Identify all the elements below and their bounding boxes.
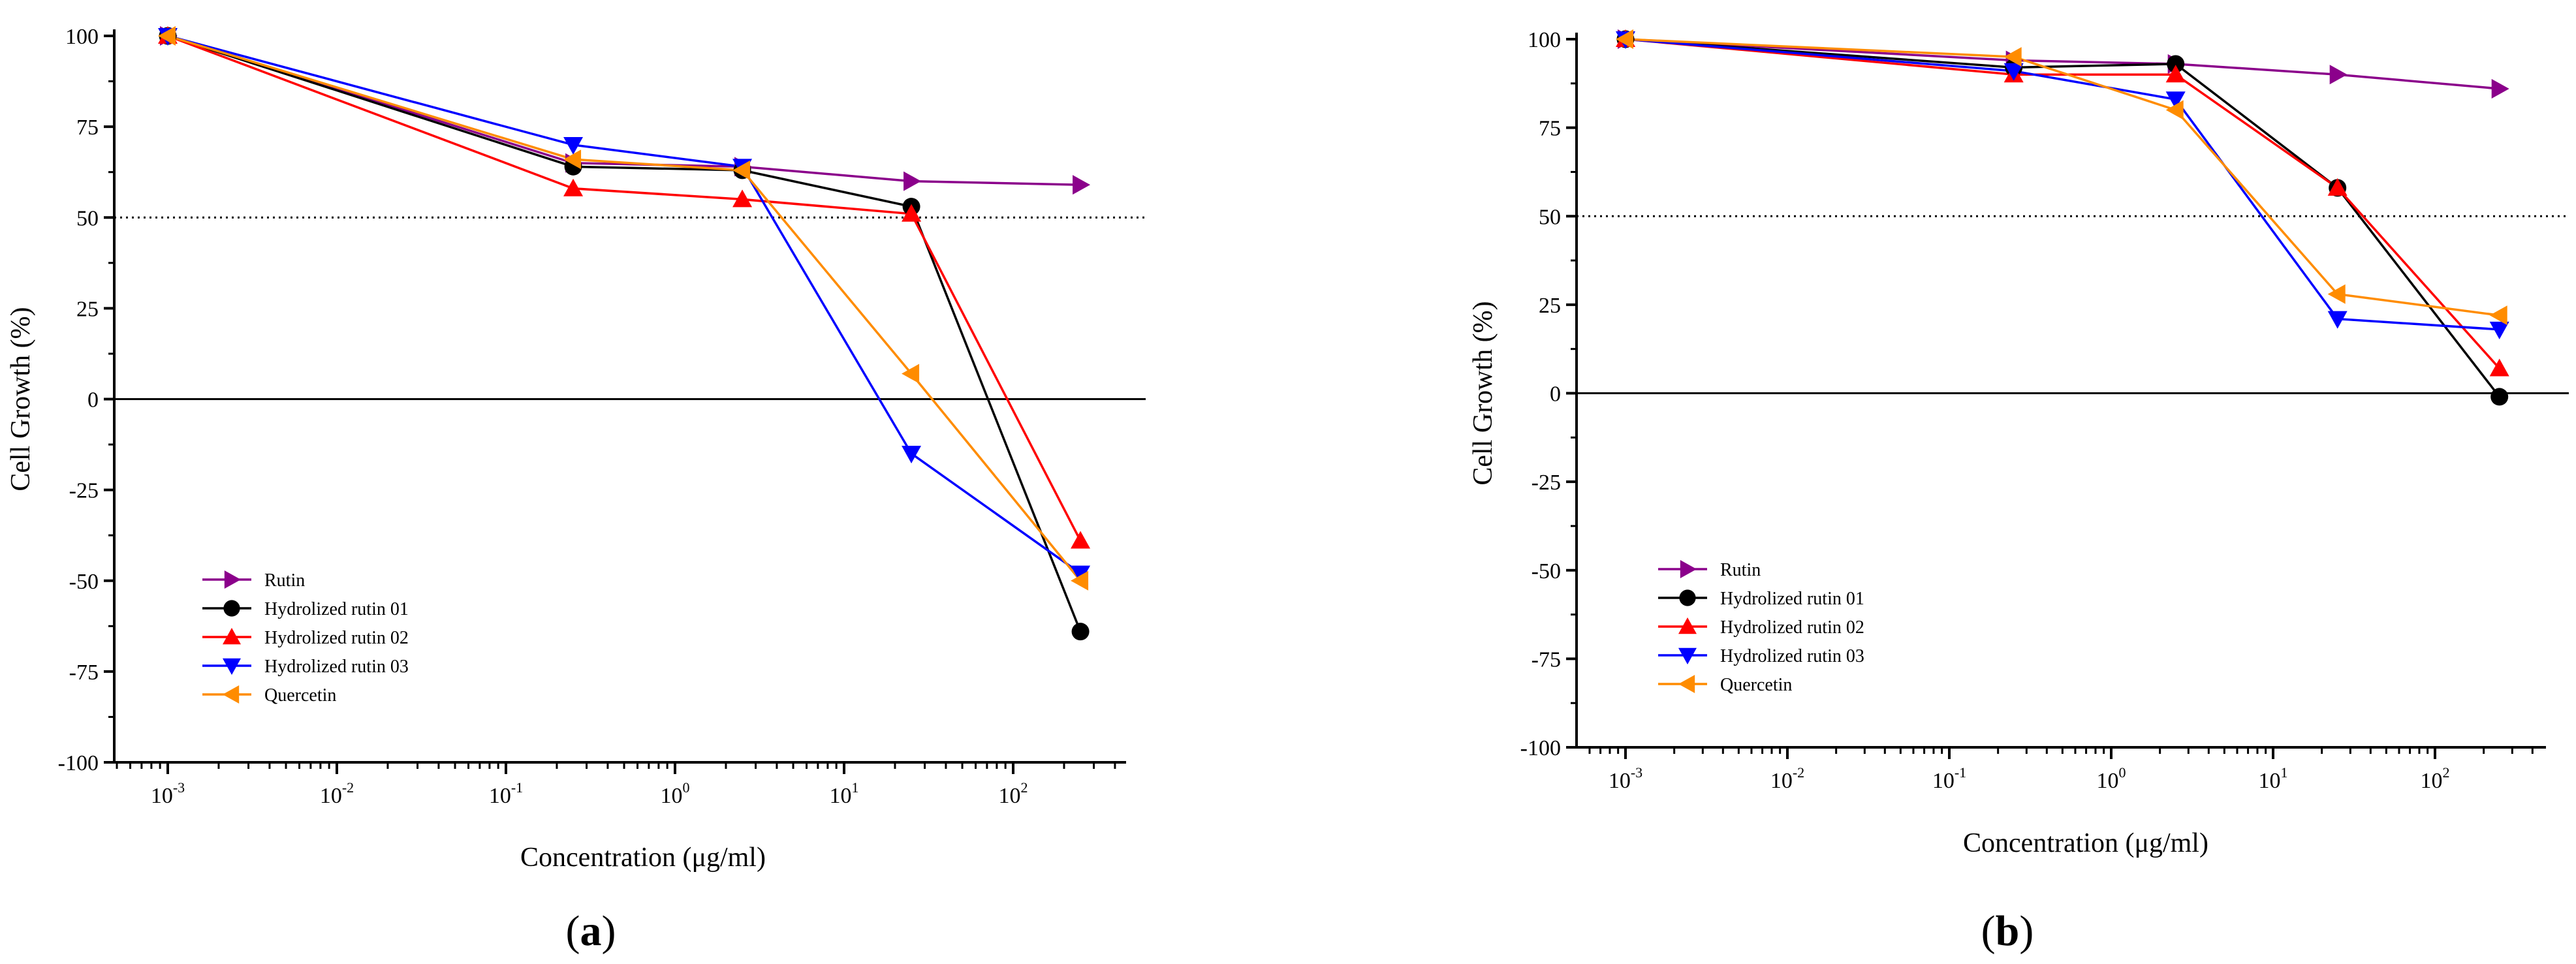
data-point bbox=[2327, 284, 2346, 304]
data-point bbox=[903, 171, 922, 191]
legend: Rutin Hydrolized rutin 01 Hydrolized rutin… bbox=[1658, 560, 1864, 695]
chart-panel-a: 100 75 50 25 0 -25 -50 -75 -100 10-3 10-2 10-1 100 10… bbox=[6, 25, 1146, 955]
legend-label: Hydrolized rutin 01 bbox=[1720, 589, 1864, 609]
data-point bbox=[2003, 47, 2022, 67]
data-point bbox=[158, 26, 176, 46]
data-point bbox=[902, 445, 922, 463]
y-tick-label: -50 bbox=[69, 570, 99, 594]
data-point bbox=[1071, 570, 1089, 591]
x-tick-label: 10-2 bbox=[320, 779, 354, 808]
series-line bbox=[1625, 38, 2500, 331]
y-tick-label: 50 bbox=[1539, 205, 1561, 229]
legend-marker bbox=[1680, 560, 1697, 578]
legend-marker bbox=[223, 600, 240, 617]
panel-label: (a) bbox=[566, 907, 616, 955]
data-point bbox=[732, 189, 753, 208]
y-tick-label: -25 bbox=[1531, 471, 1561, 495]
data-point bbox=[2165, 91, 2186, 110]
x-tick-label: 10-2 bbox=[1770, 764, 1804, 793]
data-point bbox=[2491, 78, 2509, 99]
y-tick-label: 50 bbox=[76, 206, 99, 230]
y-tick-label: 25 bbox=[1539, 294, 1561, 318]
legend-marker bbox=[1678, 617, 1697, 634]
data-point bbox=[732, 160, 751, 180]
panel-label: (b) bbox=[1981, 907, 2034, 955]
x-axis-title: Concentration (μg/ml) bbox=[520, 843, 766, 873]
x-tick-label: 10-1 bbox=[489, 779, 523, 808]
y-tick-label: 0 bbox=[1550, 382, 1561, 407]
x-tick-label: 10-1 bbox=[1932, 764, 1966, 793]
x-tick-label: 101 bbox=[830, 779, 859, 808]
data-point bbox=[2490, 388, 2509, 406]
legend: Rutin Hydrolized rutin 01 Hydrolized rutin… bbox=[202, 570, 409, 706]
data-point bbox=[2327, 178, 2348, 196]
data-point bbox=[2165, 100, 2184, 120]
y-axis-title: Cell Growth (%) bbox=[1468, 301, 1498, 485]
y-tick-label: -50 bbox=[1531, 559, 1561, 583]
data-point bbox=[1616, 29, 1633, 49]
series-line bbox=[167, 35, 1082, 575]
legend-label: Rutin bbox=[264, 570, 305, 591]
y-tick-label: -100 bbox=[58, 751, 99, 775]
x-tick-label: 101 bbox=[2259, 764, 2288, 793]
y-tick-label: 75 bbox=[76, 116, 99, 140]
series-line bbox=[1625, 38, 2501, 397]
data-point bbox=[2489, 358, 2509, 377]
data-point bbox=[1071, 623, 1090, 641]
data-point bbox=[563, 178, 584, 196]
series-line bbox=[167, 35, 1082, 582]
data-point bbox=[1073, 175, 1091, 195]
data-point bbox=[2327, 311, 2348, 329]
y-tick-label: 100 bbox=[1528, 28, 1561, 52]
data-point bbox=[1071, 565, 1091, 583]
x-tick-label: 102 bbox=[999, 779, 1028, 808]
legend-label: Hydrolized rutin 03 bbox=[264, 657, 409, 677]
legend-label: Hydrolized rutin 01 bbox=[264, 599, 409, 619]
data-point bbox=[2329, 65, 2348, 85]
data-point bbox=[563, 149, 582, 170]
legend-marker bbox=[223, 628, 241, 645]
data-point bbox=[902, 204, 922, 222]
y-tick-label: -25 bbox=[69, 479, 99, 503]
x-tick-label: 100 bbox=[2097, 764, 2126, 793]
y-axis-title: Cell Growth (%) bbox=[6, 307, 36, 491]
data-point bbox=[2167, 55, 2185, 73]
legend-label: Rutin bbox=[1720, 560, 1761, 580]
chart-panel-b: 100 75 50 25 0 -25 -50 -75 -100 10-3 10-2 10-1 100 10… bbox=[1468, 28, 2569, 955]
x-axis-title: Concentration (μg/ml) bbox=[1963, 828, 2208, 858]
data-point bbox=[563, 136, 584, 155]
data-point bbox=[2489, 321, 2509, 339]
data-point bbox=[902, 364, 920, 384]
data-point bbox=[2165, 65, 2186, 83]
legend-marker bbox=[1678, 675, 1695, 693]
x-tick-label: 102 bbox=[2421, 764, 2450, 793]
y-tick-label: 75 bbox=[1539, 117, 1561, 141]
y-tick-label: 25 bbox=[76, 297, 99, 321]
y-tick-label: -75 bbox=[69, 661, 99, 685]
legend-label: Quercetin bbox=[264, 685, 336, 706]
legend-label: Hydrolized rutin 02 bbox=[264, 628, 409, 648]
y-tick-label: -100 bbox=[1520, 736, 1561, 760]
y-tick-label: 0 bbox=[87, 388, 99, 412]
data-point bbox=[2489, 305, 2507, 326]
legend-marker bbox=[223, 685, 240, 704]
legend-marker bbox=[1678, 647, 1697, 664]
legend-label: Hydrolized rutin 02 bbox=[1720, 617, 1864, 638]
y-tick-label: -75 bbox=[1531, 647, 1561, 672]
series-line bbox=[1625, 38, 2500, 369]
x-tick-label: 10-3 bbox=[1609, 764, 1642, 793]
y-tick-label: 100 bbox=[65, 25, 99, 49]
x-tick-label: 100 bbox=[661, 779, 690, 808]
legend-marker bbox=[224, 570, 241, 589]
series-line bbox=[1625, 38, 2500, 90]
legend-marker bbox=[223, 658, 241, 675]
legend-label: Hydrolized rutin 03 bbox=[1720, 646, 1864, 666]
legend-marker bbox=[1679, 589, 1696, 606]
series-line bbox=[167, 35, 1082, 632]
data-point bbox=[1071, 531, 1091, 549]
legend-label: Quercetin bbox=[1720, 675, 1792, 695]
x-tick-label: 10-3 bbox=[151, 779, 185, 808]
data-point bbox=[2003, 63, 2024, 81]
